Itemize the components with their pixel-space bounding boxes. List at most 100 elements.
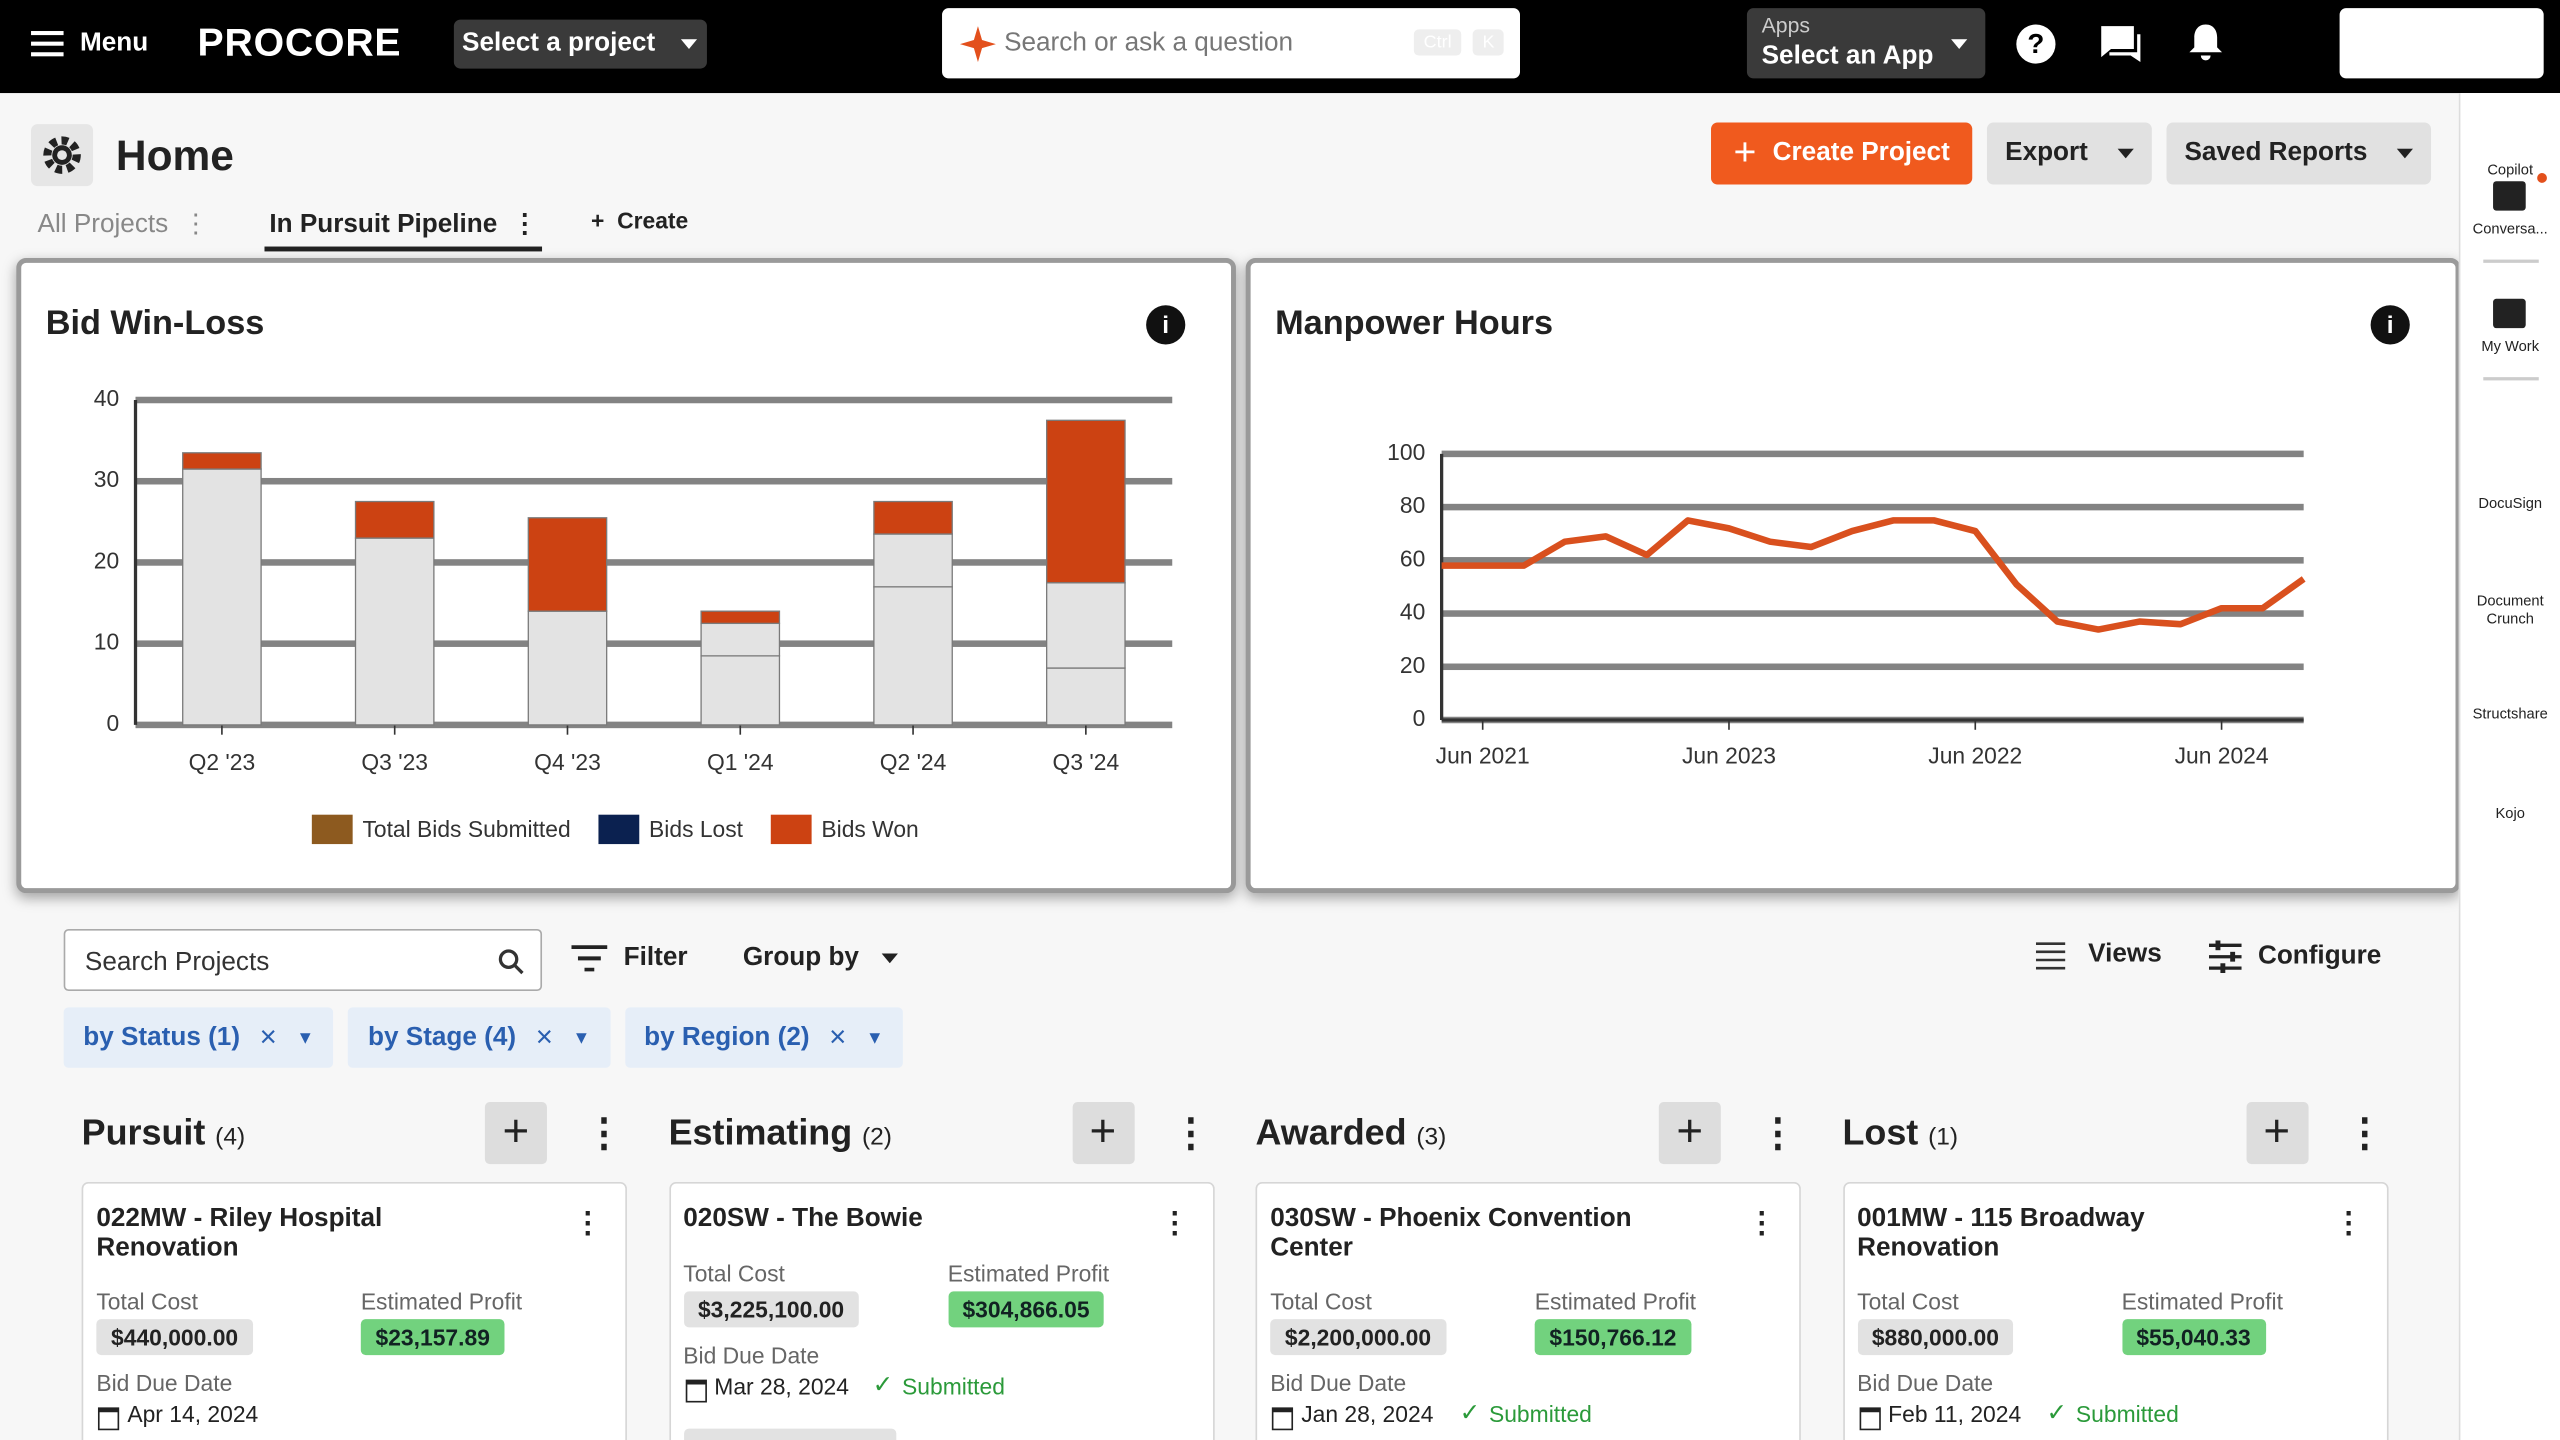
y-tick-label: 10 [94, 629, 119, 655]
add-button[interactable]: + [484, 1102, 547, 1165]
project-select-label: Select a project [462, 29, 656, 58]
chip-caret[interactable]: ▼ [865, 1027, 884, 1048]
project-card[interactable]: 030SW - Phoenix Convention Center ⋮ Total … [1255, 1182, 1801, 1440]
profit-label: Estimated Profit [360, 1288, 523, 1315]
x-tick-label: Q2 '23 [189, 749, 256, 775]
menu-label[interactable]: Menu [80, 29, 149, 58]
x-tick-label: Jun 2024 [2175, 743, 2269, 769]
y-tick-label: 100 [1387, 439, 1425, 465]
button-label: Saved Reports [2184, 138, 2368, 167]
filter-button[interactable]: Filter [571, 944, 688, 973]
app-select[interactable]: Apps Select an App [1746, 8, 1986, 79]
bar-segment [354, 537, 435, 726]
sidebar-label[interactable]: Copilot [2487, 161, 2534, 178]
status: Submitted [2075, 1400, 2179, 1427]
grid-line [135, 640, 1173, 647]
help-icon[interactable]: ? [2015, 23, 2057, 65]
bar-segment [873, 500, 953, 535]
y-tick-label: 80 [1400, 492, 1425, 518]
view-estimate-button[interactable]: View Estimate [683, 1428, 896, 1440]
tab-create[interactable]: + Create [591, 207, 689, 234]
export-button[interactable]: Export [1986, 122, 2152, 185]
column-menu[interactable]: ⋮ [1171, 1111, 1211, 1156]
sidebar-label[interactable]: Conversa... [2472, 220, 2548, 237]
menu-icon[interactable] [31, 29, 64, 58]
x-tick-label: Q4 '23 [534, 749, 601, 775]
button-label: Export [2005, 138, 2088, 167]
sidebar-label[interactable]: Kojo [2495, 804, 2525, 822]
profit-value: $23,157.89 [360, 1319, 505, 1356]
account-box[interactable] [2339, 8, 2544, 79]
add-button[interactable]: + [1071, 1102, 1134, 1165]
y-tick-label: 40 [94, 385, 119, 411]
tab-active[interactable]: In Pursuit Pipeline ⋮ [264, 207, 543, 252]
card-menu[interactable]: ⋮ [2333, 1206, 2364, 1240]
group-by-button[interactable]: Group by [743, 944, 899, 973]
cost-value: $440,000.00 [96, 1319, 253, 1356]
project-card[interactable]: 001MW - 115 Broadway Renovation ⋮ Total Co… [1842, 1182, 2388, 1440]
add-button[interactable]: + [2245, 1102, 2308, 1165]
views-button[interactable]: Views [2035, 940, 2162, 970]
info-icon-glyph: i [2387, 312, 2394, 339]
project-select[interactable]: Select a project [453, 19, 707, 69]
column-menu[interactable]: ⋮ [1758, 1111, 1798, 1156]
apps-label: Apps [1761, 13, 1811, 38]
chip-remove[interactable]: × [535, 1020, 553, 1054]
configure-button[interactable]: Configure [2208, 940, 2381, 974]
grid-line [1441, 503, 2304, 511]
x-tick-label: Jun 2021 [1436, 743, 1530, 769]
chip-remove[interactable]: × [829, 1020, 847, 1054]
sidebar-label[interactable]: DocuSign [2478, 494, 2543, 512]
create-project-button[interactable]: + Create Project [1711, 122, 1973, 185]
profit-value: $304,866.05 [947, 1291, 1105, 1328]
tab[interactable]: All Projects ⋮ [37, 210, 209, 239]
sidebar-divider [2483, 377, 2539, 381]
notification-dot [2537, 173, 2547, 183]
grid-line [1441, 663, 2304, 671]
messages-icon[interactable] [2100, 24, 2142, 63]
legend-swatch [311, 814, 353, 845]
column-menu[interactable]: ⋮ [584, 1111, 624, 1156]
project-search[interactable]: Search Projects [63, 928, 543, 992]
board: Pursuit (4) + ⋮ 022MW - Riley Hospital Renov… [0, 1078, 2449, 1440]
caret [2396, 148, 2414, 159]
settings-button[interactable] [31, 124, 94, 187]
chip-remove[interactable]: × [259, 1020, 277, 1054]
search-placeholder: Search or ask a question [1004, 29, 1294, 58]
bar-segment [182, 468, 262, 726]
filter-chip[interactable]: by Region (2) × ▼ [624, 1007, 904, 1068]
due-date: Mar 28, 2024 [714, 1373, 849, 1400]
saved-reports-button[interactable]: Saved Reports [2166, 122, 2432, 185]
sidebar-icon[interactable] [2493, 298, 2526, 329]
column-count: (1) [1928, 1123, 1959, 1152]
grid-line [135, 477, 1173, 485]
chip-caret[interactable]: ▼ [572, 1027, 591, 1048]
project-card[interactable]: 022MW - Riley Hospital Renovation ⋮ Total … [81, 1182, 627, 1440]
calendar-icon [97, 1407, 120, 1431]
column-count: (3) [1416, 1123, 1447, 1152]
x-tick-label: Q1 '24 [707, 749, 774, 775]
card-menu[interactable]: ⋮ [1160, 1206, 1190, 1240]
add-button[interactable]: + [1658, 1102, 1721, 1165]
card-menu[interactable]: ⋮ [573, 1206, 603, 1240]
sidebar-icon[interactable] [2493, 181, 2526, 211]
due-label: Bid Due Date [1270, 1369, 1407, 1396]
grid-line [135, 396, 1173, 404]
chip-caret[interactable]: ▼ [296, 1027, 315, 1048]
sidebar-label[interactable]: Document Crunch [2476, 592, 2544, 627]
sidebar-label[interactable]: Structshare [2472, 705, 2548, 722]
filter-chip[interactable]: by Status (1) × ▼ [63, 1007, 334, 1068]
card-menu[interactable]: ⋮ [1746, 1206, 1777, 1240]
logo[interactable]: PROCORE [197, 21, 402, 66]
column-header: Pursuit (4) [82, 1112, 245, 1154]
search-box[interactable]: Search or ask a question Ctrl K [942, 8, 1520, 79]
column-menu[interactable]: ⋮ [2345, 1111, 2385, 1156]
sidebar-label[interactable]: My Work [2481, 337, 2540, 355]
chart-title: Bid Win-Loss [46, 304, 265, 342]
legend-label: Total Bids Submitted [362, 816, 570, 842]
filter-chip[interactable]: by Stage (4) × ▼ [348, 1007, 610, 1068]
project-card[interactable]: 020SW - The Bowie ⋮ Total Cost $3,225,100.0… [668, 1182, 1214, 1440]
profit-label: Estimated Profit [1534, 1288, 1697, 1315]
notifications-icon[interactable] [2188, 23, 2224, 64]
